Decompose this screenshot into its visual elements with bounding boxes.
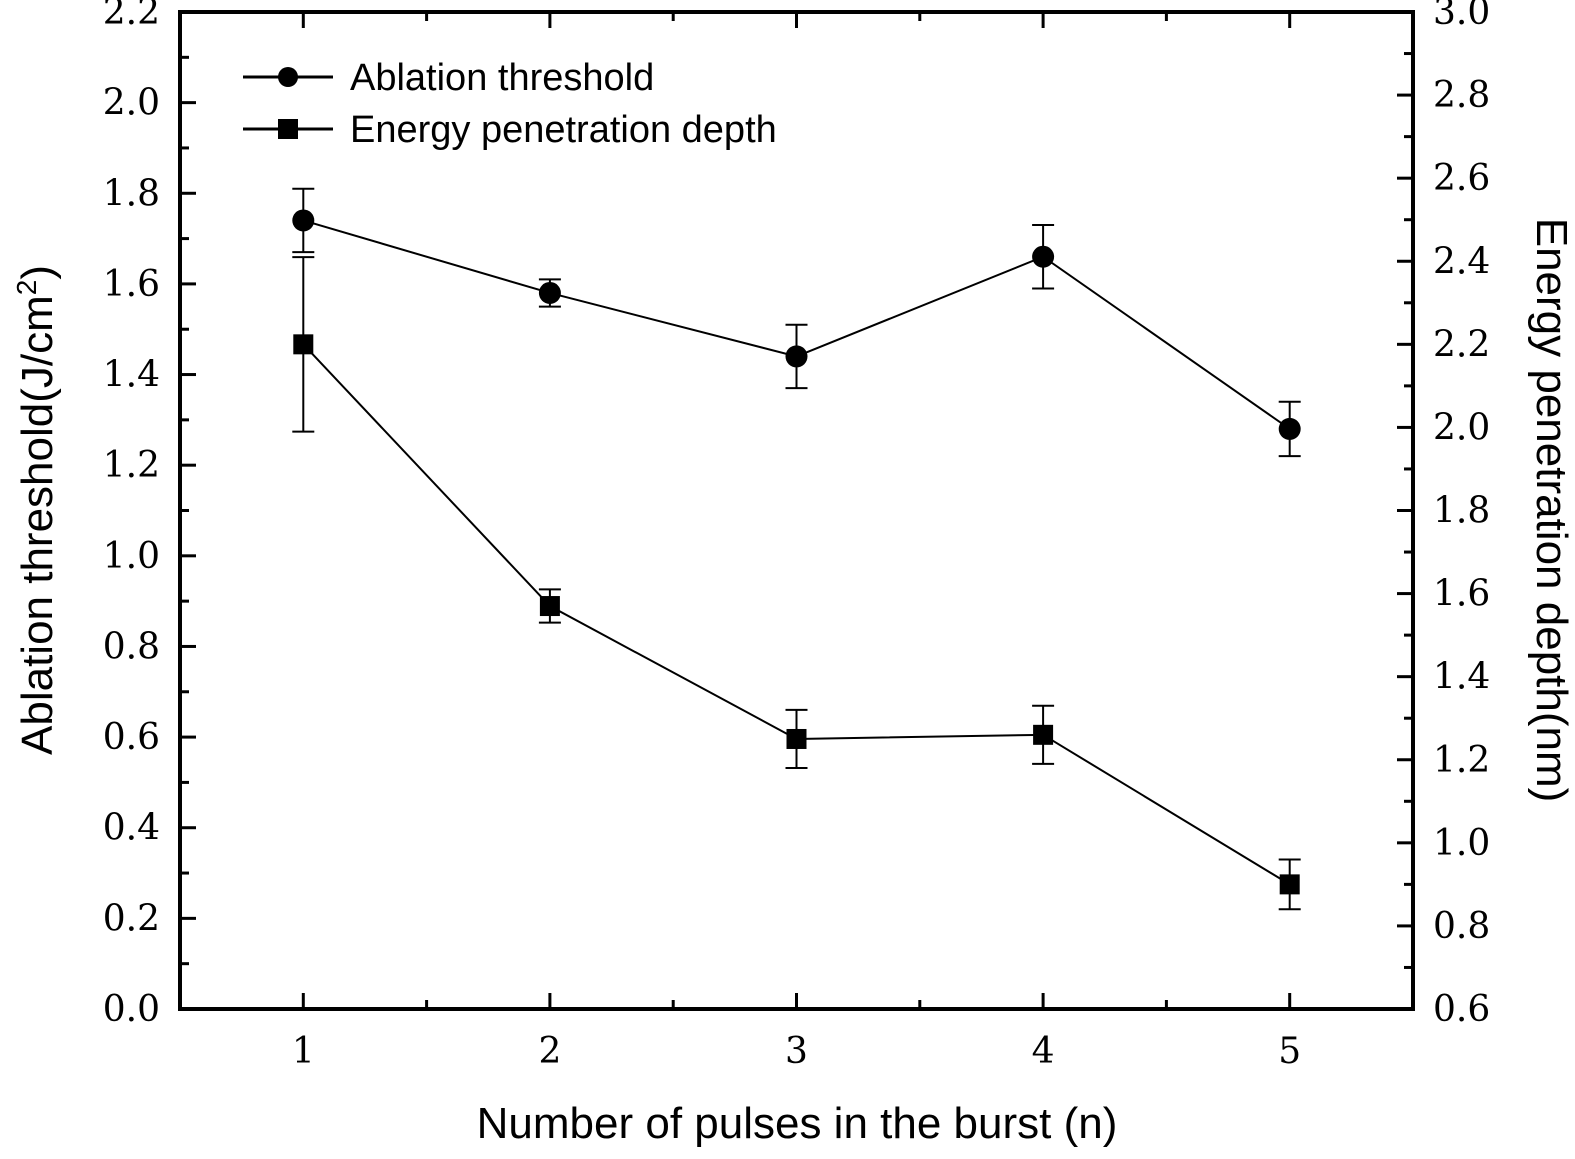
right-tick-label: 1.6 bbox=[1433, 574, 1490, 615]
data-point-circle bbox=[1032, 245, 1055, 268]
left-y-axis-title-main: Ablation threshold(J/cm bbox=[13, 295, 62, 755]
right-tick-label: 1.0 bbox=[1433, 823, 1490, 864]
right-tick-label: 0.8 bbox=[1433, 906, 1490, 947]
x-axis-ticks: 1 2 3 4 5 bbox=[292, 12, 1301, 1072]
left-y-axis-title-superscript: 2 bbox=[11, 280, 42, 296]
left-y-axis-ticks: 0.0 0.2 0.4 0.6 0.8 1.0 1.2 1.4 1.6 1.8 2.0 2.2 bbox=[103, 0, 196, 1030]
legend: Ablation threshold Energy penetration de… bbox=[243, 57, 777, 151]
data-point-square bbox=[786, 728, 807, 749]
data-point-square bbox=[1033, 724, 1054, 745]
left-tick-label: 0.6 bbox=[103, 717, 160, 758]
data-point-circle bbox=[538, 281, 561, 304]
right-tick-label: 2.4 bbox=[1433, 241, 1490, 282]
right-tick-label: 2.8 bbox=[1433, 75, 1490, 116]
legend-label-depth: Energy penetration depth bbox=[350, 109, 777, 151]
right-tick-label: 2.2 bbox=[1433, 324, 1490, 365]
x-tick-label: 1 bbox=[292, 1031, 315, 1072]
left-tick-label: 1.2 bbox=[103, 445, 160, 486]
legend-marker-depth bbox=[278, 119, 298, 139]
right-tick-label: 1.8 bbox=[1433, 491, 1490, 532]
right-tick-label: 1.4 bbox=[1433, 657, 1490, 698]
series-layer bbox=[292, 187, 1301, 911]
left-tick-label: 0.0 bbox=[103, 989, 160, 1030]
right-tick-label: 0.6 bbox=[1433, 989, 1490, 1030]
series-line-1 bbox=[302, 343, 1291, 886]
right-tick-label: 2.0 bbox=[1433, 407, 1490, 448]
data-point-circle bbox=[292, 209, 315, 232]
x-tick-label: 2 bbox=[538, 1031, 561, 1072]
data-point-circle bbox=[785, 345, 808, 368]
left-y-axis-title-close: ) bbox=[13, 265, 62, 280]
right-tick-label: 1.2 bbox=[1433, 740, 1490, 781]
data-point-square bbox=[293, 334, 314, 355]
left-tick-label: 0.4 bbox=[103, 808, 160, 849]
x-tick-label: 4 bbox=[1032, 1031, 1055, 1072]
left-tick-label: 2.0 bbox=[103, 83, 160, 124]
right-y-axis-ticks: 0.6 0.8 1.0 1.2 1.4 1.6 1.8 2.0 2.2 2.4 2.6 2.8 3.0 bbox=[1397, 0, 1490, 1030]
legend-marker-ablation bbox=[278, 67, 298, 87]
left-tick-label: 1.4 bbox=[103, 355, 160, 396]
data-point-square bbox=[1279, 874, 1300, 895]
x-axis-title: Number of pulses in the burst (n) bbox=[477, 1099, 1118, 1148]
legend-label-ablation: Ablation threshold bbox=[350, 57, 654, 99]
x-tick-label: 5 bbox=[1278, 1031, 1301, 1072]
x-tick-label: 3 bbox=[785, 1031, 808, 1072]
right-y-axis-title: Energy penetration depth(nm) bbox=[1527, 218, 1575, 803]
left-tick-label: 1.6 bbox=[103, 264, 160, 305]
left-tick-label: 0.8 bbox=[103, 626, 160, 667]
right-tick-label: 2.6 bbox=[1433, 158, 1490, 199]
left-y-axis-title: Ablation threshold(J/cm2) bbox=[11, 265, 62, 755]
left-tick-label: 2.2 bbox=[103, 0, 160, 33]
left-tick-label: 1.0 bbox=[103, 536, 160, 577]
plot-frame bbox=[178, 10, 1415, 1011]
data-point-square bbox=[539, 596, 560, 617]
left-tick-label: 0.2 bbox=[103, 898, 160, 939]
data-point-circle bbox=[1278, 417, 1301, 440]
left-tick-label: 1.8 bbox=[103, 173, 160, 214]
right-tick-label: 3.0 bbox=[1433, 0, 1490, 33]
